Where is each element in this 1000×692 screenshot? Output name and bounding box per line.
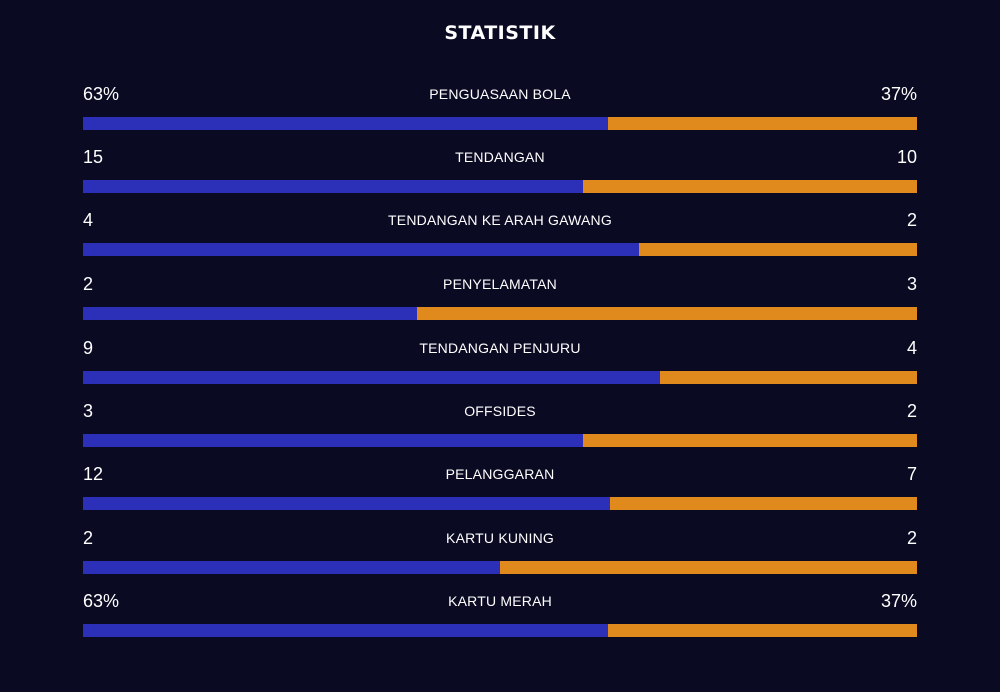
- home-value: 2: [83, 528, 94, 548]
- home-value: 63%: [83, 591, 120, 611]
- away-value: 10: [896, 147, 917, 167]
- comparison-bar: [83, 180, 917, 193]
- home-value: 15: [83, 147, 104, 167]
- home-value: 12: [83, 464, 104, 484]
- stat-label: KARTU KUNING: [446, 530, 554, 546]
- stat-label: TENDANGAN KE ARAH GAWANG: [388, 212, 612, 228]
- home-value: 63%: [83, 84, 120, 104]
- home-value: 3: [83, 401, 94, 421]
- stat-label: PELANGGARAN: [445, 466, 555, 482]
- home-bar-fill: [83, 434, 584, 447]
- home-value: 9: [83, 338, 94, 358]
- home-bar-fill: [83, 497, 611, 510]
- comparison-bar: [83, 243, 917, 256]
- comparison-bar: [83, 561, 917, 574]
- home-bar-fill: [83, 243, 640, 256]
- stat-label: TENDANGAN PENJURU: [419, 340, 581, 356]
- comparison-bar: [83, 371, 917, 384]
- away-value: 2: [906, 401, 917, 421]
- stat-row-tendangan-ke-arah-gawang: 4 TENDANGAN KE ARAH GAWANG 2: [83, 209, 917, 269]
- statistics-title: STATISTIK: [444, 22, 556, 44]
- away-value: 37%: [880, 591, 917, 611]
- stat-label: KARTU MERAH: [448, 593, 552, 609]
- home-bar-fill: [83, 371, 661, 384]
- stat-row-penguasaan-bola: 63% PENGUASAAN BOLA 37%: [83, 83, 917, 143]
- home-bar-fill: [83, 561, 500, 574]
- stat-label: OFFSIDES: [464, 403, 536, 419]
- comparison-bar: [83, 497, 917, 510]
- home-value: 4: [83, 210, 94, 230]
- home-bar-fill: [83, 307, 417, 320]
- home-bar-fill: [83, 624, 609, 637]
- stat-label: TENDANGAN: [455, 149, 545, 165]
- stat-row-tendangan: 15 TENDANGAN 10: [83, 146, 917, 206]
- stat-row-kartu-merah: 63% KARTU MERAH 37%: [83, 590, 917, 650]
- comparison-bar: [83, 434, 917, 447]
- stat-row-kartu-kuning: 2 KARTU KUNING 2: [83, 527, 917, 587]
- stat-label: PENGUASAAN BOLA: [429, 86, 571, 102]
- away-value: 2: [906, 210, 917, 230]
- home-value: 2: [83, 274, 94, 294]
- stat-row-offsides: 3 OFFSIDES 2: [83, 400, 917, 460]
- away-value: 2: [906, 528, 917, 548]
- stat-label: PENYELAMATAN: [443, 276, 557, 292]
- comparison-bar: [83, 307, 917, 320]
- away-value: 4: [906, 338, 917, 358]
- home-bar-fill: [83, 117, 609, 130]
- stat-row-penyelamatan: 2 PENYELAMATAN 3: [83, 273, 917, 333]
- comparison-bar: [83, 624, 917, 637]
- home-bar-fill: [83, 180, 584, 193]
- stat-row-pelanggaran: 12 PELANGGARAN 7: [83, 463, 917, 523]
- away-value: 37%: [880, 84, 917, 104]
- away-value: 7: [906, 464, 917, 484]
- comparison-bar: [83, 117, 917, 130]
- away-value: 3: [906, 274, 917, 294]
- stat-row-tendangan-penjuru: 9 TENDANGAN PENJURU 4: [83, 337, 917, 397]
